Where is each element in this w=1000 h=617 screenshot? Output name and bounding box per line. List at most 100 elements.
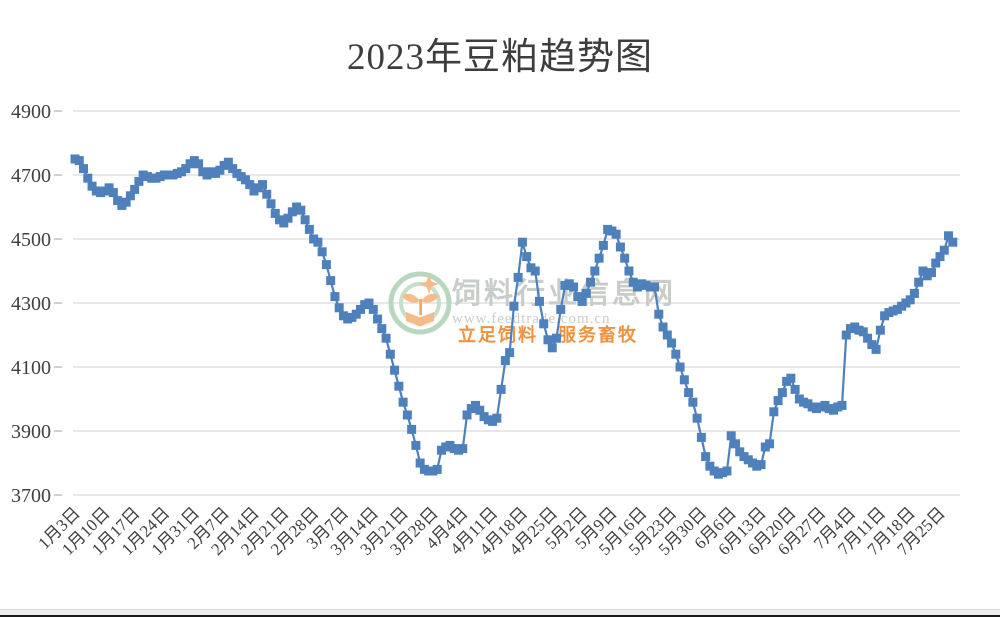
data-point-marker xyxy=(543,335,553,345)
data-point-marker xyxy=(458,444,468,454)
data-point-marker xyxy=(415,458,425,468)
data-point-marker xyxy=(735,447,745,457)
data-point-marker xyxy=(918,266,928,276)
y-axis-label: 4700 xyxy=(11,165,51,187)
data-point-marker xyxy=(304,224,314,234)
data-point-marker xyxy=(539,319,549,329)
stem xyxy=(419,299,422,315)
data-point-marker xyxy=(505,348,515,358)
data-point-marker xyxy=(215,165,225,175)
data-point-marker xyxy=(390,365,400,375)
data-point-marker xyxy=(113,196,123,206)
data-point-marker xyxy=(411,440,421,450)
data-point-marker xyxy=(726,431,736,441)
sparkle-icon xyxy=(419,274,439,294)
data-point-marker xyxy=(377,324,387,334)
chart-title: 2023年豆粕趋势图 xyxy=(347,37,653,78)
data-point-marker xyxy=(611,229,621,239)
data-point-marker xyxy=(573,292,583,302)
data-point-marker xyxy=(914,277,924,287)
feedtrade-logo-icon xyxy=(388,271,452,335)
data-point-marker xyxy=(705,461,715,471)
data-point-marker xyxy=(262,189,272,199)
data-point-marker xyxy=(181,164,191,174)
data-point-marker xyxy=(368,304,378,314)
y-axis-label: 3900 xyxy=(11,421,51,443)
data-point-marker xyxy=(684,388,694,398)
data-point-marker xyxy=(334,303,344,313)
data-point-marker xyxy=(675,362,685,372)
data-point-marker xyxy=(790,384,800,394)
data-point-marker xyxy=(266,199,276,209)
data-point-marker xyxy=(871,344,881,354)
data-point-marker xyxy=(624,266,634,276)
data-point-marker xyxy=(245,180,255,190)
data-point-marker xyxy=(909,288,919,298)
data-point-marker xyxy=(471,400,481,410)
data-point-marker xyxy=(590,266,600,276)
leaf-right xyxy=(421,293,439,303)
data-point-marker xyxy=(556,304,566,314)
data-point-marker xyxy=(407,424,417,434)
x-axis: 1月3日1月10日1月17日1月24日1月31日2月7日2月14日2月21日2月… xyxy=(34,503,948,559)
data-point-marker xyxy=(577,296,587,306)
y-axis-label: 4900 xyxy=(11,101,51,123)
data-point-marker xyxy=(615,242,625,252)
data-point-marker xyxy=(547,343,557,353)
data-point-marker xyxy=(926,268,936,278)
data-point-marker xyxy=(658,322,668,332)
data-point-marker xyxy=(364,298,374,308)
data-point-marker xyxy=(773,396,783,406)
data-point-marker xyxy=(552,333,561,343)
data-point-marker xyxy=(696,432,706,442)
data-point-marker xyxy=(121,197,131,207)
data-point-marker xyxy=(513,272,523,282)
data-point-marker xyxy=(730,439,740,449)
data-point-marker xyxy=(939,245,949,255)
y-axis-label: 4300 xyxy=(11,293,51,315)
data-point-marker xyxy=(283,213,293,223)
data-point-marker xyxy=(701,452,711,462)
data-point-marker xyxy=(530,266,540,276)
data-point-marker xyxy=(777,388,787,398)
data-point-marker xyxy=(522,252,532,262)
data-point-marker xyxy=(351,309,361,319)
gridlines xyxy=(73,110,960,496)
leaf-left xyxy=(402,293,420,303)
data-point-marker xyxy=(381,333,391,343)
data-point-marker xyxy=(279,218,289,228)
data-point-marker xyxy=(83,173,93,183)
data-point-marker xyxy=(594,253,604,263)
data-point-marker xyxy=(598,240,608,250)
data-point-marker xyxy=(500,356,510,366)
data-point-marker xyxy=(326,276,336,286)
data-point-marker xyxy=(79,164,89,174)
y-axis-label: 3700 xyxy=(11,485,51,507)
data-point-marker xyxy=(492,413,502,423)
data-point-marker xyxy=(875,325,885,335)
data-point-marker xyxy=(650,282,660,292)
data-point-marker xyxy=(475,405,485,415)
data-point-marker xyxy=(330,292,340,302)
y-axis: 3700 3900 4100 4300 4500 4700 4900 xyxy=(11,101,62,507)
data-point-marker xyxy=(108,188,118,198)
data-point-marker xyxy=(671,349,681,359)
data-point-marker xyxy=(765,439,775,449)
data-point-marker xyxy=(257,180,267,190)
data-point-marker xyxy=(287,207,297,217)
data-point-marker xyxy=(317,247,327,257)
data-point-marker xyxy=(134,176,144,186)
window-bottom-edge xyxy=(0,609,1000,617)
data-point-marker xyxy=(688,397,698,407)
data-point-marker xyxy=(841,330,851,340)
price-series xyxy=(70,154,958,479)
data-point-marker xyxy=(905,295,915,305)
data-point-marker xyxy=(628,277,638,287)
data-point-marker xyxy=(534,296,544,306)
data-point-marker xyxy=(87,181,97,191)
data-point-marker xyxy=(228,164,238,174)
data-point-marker xyxy=(867,340,877,350)
data-point-marker xyxy=(462,410,472,420)
data-point-marker xyxy=(74,156,84,166)
